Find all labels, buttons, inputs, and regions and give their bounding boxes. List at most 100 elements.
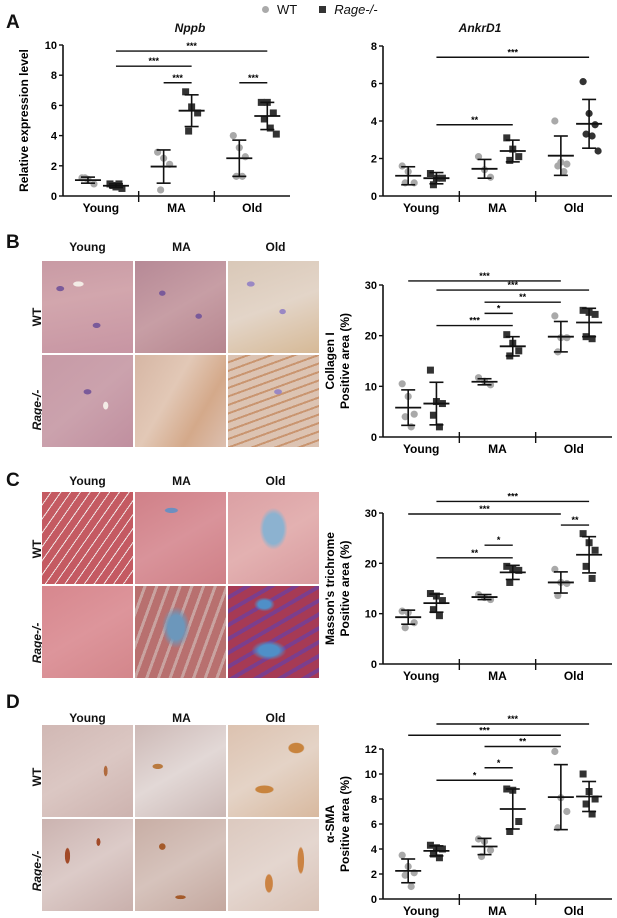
data-point: [591, 310, 599, 318]
x-category-label: MA: [488, 904, 507, 918]
col-label-young: Young: [69, 711, 106, 725]
data-point: [551, 312, 559, 320]
y-axis-label: Positive area (%): [338, 776, 352, 872]
micrograph-b-wt-young: [42, 261, 133, 353]
data-point: [429, 606, 437, 614]
micrograph-c-rage-young: [42, 586, 133, 678]
data-point: [554, 162, 562, 170]
micrograph-c-wt-old: [228, 492, 319, 584]
y-tick-label: 30: [365, 508, 377, 520]
significance-label: ***: [149, 56, 160, 66]
x-category-label: MA: [167, 201, 186, 215]
col-label-old: Old: [265, 711, 286, 725]
chart-nppb: 0 2 4 6 8 10 Young MA Old Relative expression lev…: [17, 40, 290, 215]
data-point: [560, 168, 568, 176]
x-category-label: Old: [564, 904, 584, 918]
significance-label: ***: [172, 73, 183, 83]
data-point: [194, 109, 202, 117]
x-category-label: Young: [403, 442, 439, 456]
data-point: [515, 566, 523, 574]
micrograph-d-rage-young: [42, 819, 133, 911]
micrograph-d-rage-ma: [135, 819, 226, 911]
col-label-ma: MA: [172, 240, 191, 254]
y-tick-label: 4: [371, 116, 378, 128]
data-point: [515, 153, 523, 161]
data-point: [118, 184, 126, 192]
significance-label: ***: [508, 280, 519, 290]
data-point: [260, 115, 268, 123]
panel-letter-d: D: [6, 692, 20, 713]
y-tick-label: 2: [51, 161, 57, 173]
x-category-label: Old: [564, 669, 584, 683]
data-point: [401, 871, 409, 879]
data-point: [503, 562, 511, 570]
y-tick-label: 10: [365, 381, 377, 393]
data-point: [185, 127, 193, 135]
x-category-label: MA: [488, 669, 507, 683]
circle-marker-icon: [262, 5, 269, 13]
y-axis-label: Positive area (%): [338, 313, 352, 409]
micrograph-d-wt-old: [228, 725, 319, 817]
y-tick-label: 10: [45, 40, 57, 52]
data-point: [229, 132, 237, 140]
data-point: [588, 335, 596, 343]
data-point: [272, 130, 280, 138]
micrograph-d-rage-old: [228, 819, 319, 911]
data-point: [401, 413, 409, 421]
micrograph-b-ma-young: [135, 261, 226, 353]
chart-collagen: 0 10 20 30 Young MA Old Collagen I Positive area…: [323, 271, 612, 456]
x-category-label: MA: [488, 442, 507, 456]
y-tick-label: 0: [371, 894, 377, 906]
col-label-young: Young: [69, 474, 106, 488]
panel-letter-b: B: [6, 232, 20, 253]
data-point: [588, 574, 596, 582]
data-point: [474, 374, 483, 382]
legend-label-rage: Rage-/-: [334, 1, 378, 17]
data-point: [563, 807, 571, 816]
y-tick-label: 6: [51, 100, 57, 112]
x-category-label: Old: [564, 201, 584, 215]
data-point: [591, 121, 599, 129]
significance-label: **: [571, 515, 579, 525]
y-axis-label: Masson's trichrome: [323, 532, 337, 645]
y-tick-label: 30: [365, 280, 377, 292]
data-point: [241, 153, 249, 161]
x-category-label: Young: [83, 201, 119, 215]
data-point: [426, 366, 434, 374]
col-label-old: Old: [265, 474, 286, 488]
data-point: [506, 578, 514, 586]
y-tick-label: 6: [371, 79, 377, 91]
data-point: [429, 181, 437, 189]
data-point: [269, 109, 277, 117]
significance-label: ***: [186, 41, 197, 51]
x-category-label: Old: [242, 201, 262, 215]
y-axis-label: α-SMA: [323, 805, 337, 843]
x-category-label: Old: [564, 442, 584, 456]
data-point: [398, 607, 406, 615]
significance-label: ***: [469, 316, 480, 326]
data-point: [486, 846, 495, 854]
chart-title-nppb: Nppb: [174, 21, 206, 35]
significance-label: *: [497, 535, 501, 545]
data-point: [579, 78, 587, 86]
significance-label: **: [471, 115, 479, 125]
significance-label: ***: [248, 73, 259, 83]
significance-label: *: [497, 303, 501, 313]
significance-label: **: [519, 737, 527, 747]
y-axis-label: Relative expression level: [17, 49, 31, 192]
data-point: [503, 331, 511, 339]
micrograph-d-wt-ma: [135, 725, 226, 817]
y-tick-label: 8: [371, 41, 377, 53]
data-point: [591, 546, 599, 554]
significance-label: **: [471, 548, 479, 558]
data-point: [506, 156, 514, 164]
data-point: [407, 882, 415, 891]
data-point: [410, 410, 418, 418]
data-point: [591, 795, 599, 803]
significance-label: **: [519, 292, 527, 302]
data-point: [563, 334, 571, 342]
significance-label: ***: [508, 714, 519, 724]
data-point: [579, 530, 587, 538]
micrograph-b-rage-young: [42, 355, 133, 447]
